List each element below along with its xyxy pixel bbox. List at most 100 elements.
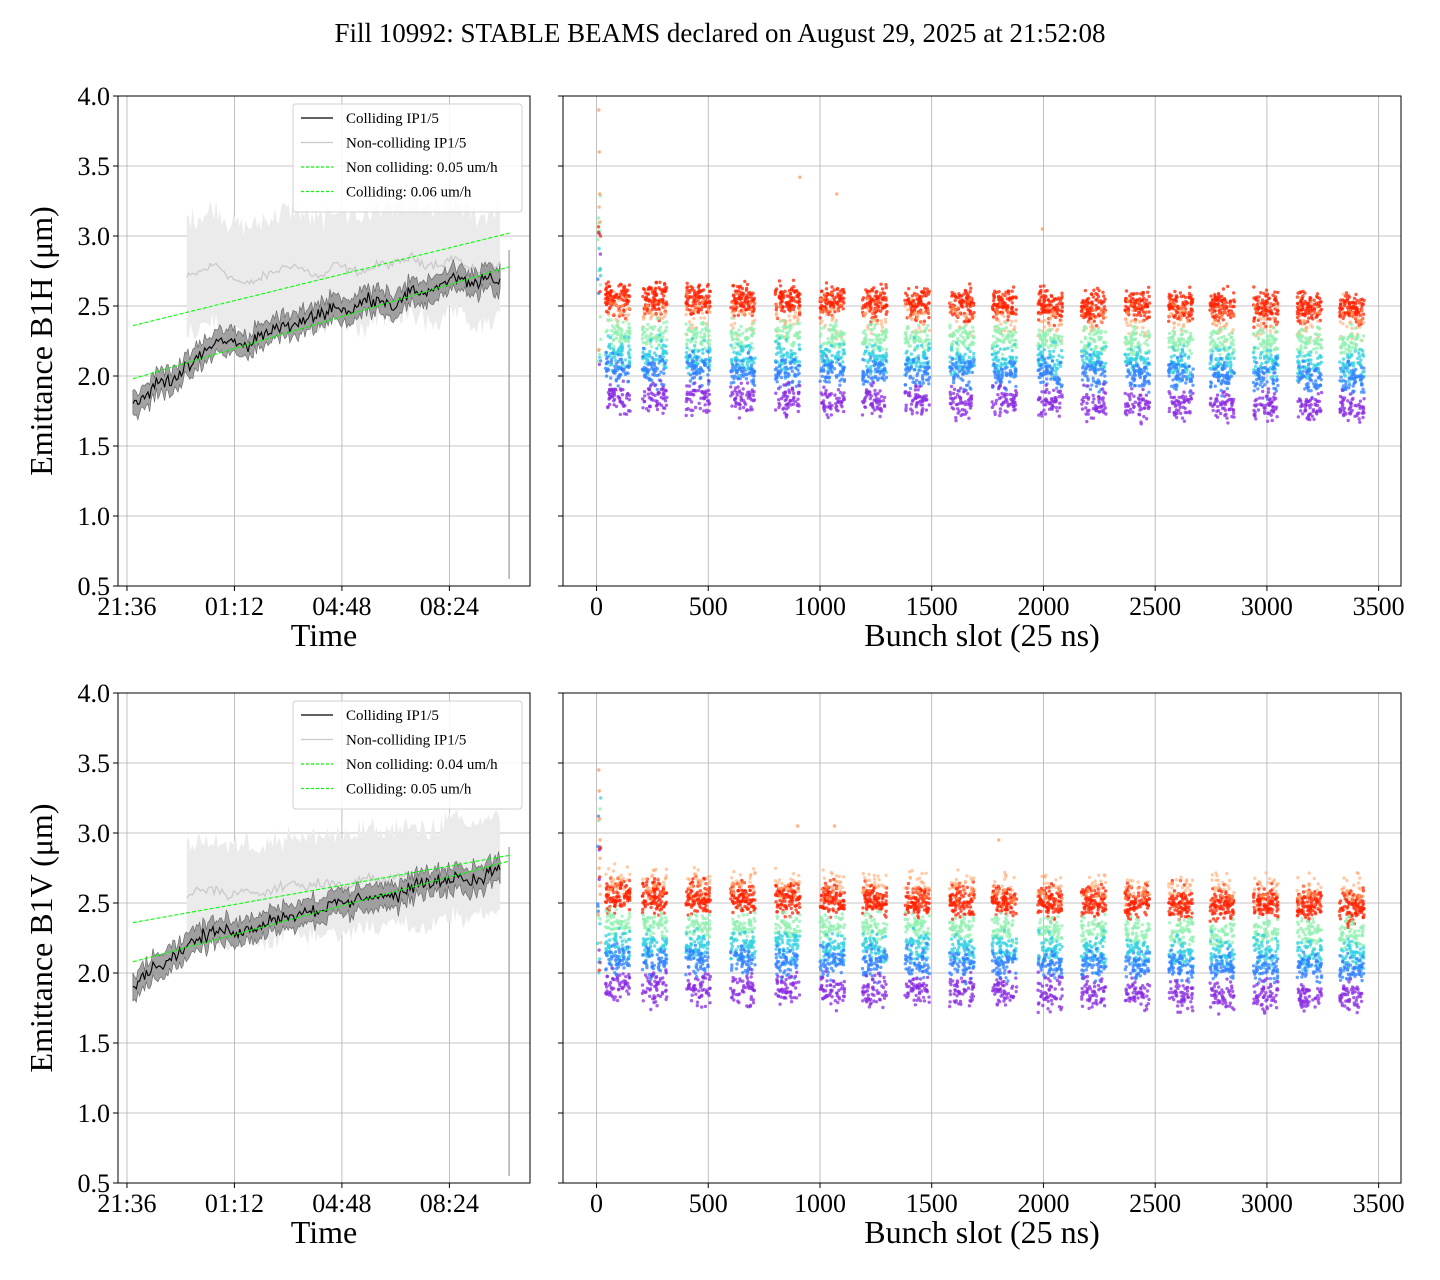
scatter-point: [1058, 322, 1062, 326]
scatter-point: [1002, 386, 1007, 390]
scatter-point: [647, 334, 652, 339]
scatter-point: [1042, 305, 1047, 309]
scatter-point: [1147, 350, 1151, 354]
scatter-point: [785, 351, 789, 355]
scatter-point: [660, 357, 665, 362]
scatter-point: [1043, 333, 1047, 338]
scatter-point: [622, 308, 626, 312]
scatter-point: [698, 296, 702, 300]
scatter-point: [860, 413, 865, 417]
scatter-point: [1147, 285, 1151, 289]
scatter-point: [1060, 355, 1064, 359]
scatter-point: [774, 328, 778, 332]
scatter-point: [786, 355, 790, 359]
scatter-point: [1129, 319, 1133, 324]
scatter-point: [1059, 361, 1063, 365]
scatter-point: [833, 310, 837, 314]
scatter-point: [654, 300, 659, 304]
scatter-point: [960, 367, 964, 372]
scatter-point: [952, 333, 956, 337]
scatter-point: [1136, 340, 1141, 345]
scatter-point: [1082, 383, 1086, 387]
scatter-point: [1129, 356, 1134, 361]
scatter-point: [657, 343, 662, 348]
scatter-point: [1167, 406, 1172, 411]
scatter-point: [948, 310, 952, 315]
scatter-point: [627, 283, 632, 287]
scatter-point: [1125, 298, 1130, 302]
scatter-point: [925, 333, 929, 338]
scatter-point: [922, 294, 927, 298]
scatter-point: [1145, 399, 1150, 404]
scatter-point: [1173, 348, 1177, 352]
scatter-point: [884, 335, 888, 339]
scatter-point: [1039, 380, 1043, 385]
scatter-point: [645, 304, 650, 308]
scatter-point: [994, 401, 998, 406]
scatter-point: [1177, 322, 1181, 327]
scatter-point: [919, 343, 924, 348]
scatter-point: [650, 299, 654, 303]
scatter-point: [661, 321, 666, 325]
scatter-point: [731, 300, 735, 305]
scatter-point: [963, 389, 967, 393]
scatter-point: [1037, 413, 1041, 417]
scatter-point: [623, 372, 628, 377]
scatter-point: [918, 381, 922, 385]
y-tick-label: 1.0: [78, 502, 111, 531]
scatter-point: [971, 336, 976, 340]
scatter-point: [608, 336, 612, 340]
scatter-point: [703, 393, 707, 397]
scatter-point: [744, 294, 748, 298]
scatter-point: [916, 388, 920, 392]
scatter-point: [921, 381, 926, 385]
scatter-point: [655, 335, 660, 339]
scatter-point: [873, 388, 877, 393]
scatter-point: [621, 379, 625, 383]
scatter-point: [903, 391, 907, 395]
scatter-point: [1055, 409, 1059, 413]
scatter-point: [1103, 374, 1107, 378]
scatter-point: [1170, 305, 1174, 310]
scatter-point: [1172, 411, 1176, 415]
scatter-point: [1142, 379, 1147, 384]
scatter-point: [997, 290, 1001, 294]
scatter-point: [1008, 360, 1012, 364]
scatter-point: [926, 308, 930, 313]
scatter-point: [968, 349, 972, 354]
scatter-point: [1137, 412, 1141, 416]
scatter-point: [1043, 330, 1047, 335]
scatter-point: [1135, 351, 1139, 355]
scatter-point: [734, 359, 738, 363]
scatter-point: [879, 304, 884, 308]
scatter-point: [1047, 391, 1051, 395]
scatter-point: [1080, 378, 1085, 382]
scatter-point: [793, 351, 797, 356]
scatter-point: [735, 393, 739, 397]
legend-box: [292, 103, 523, 213]
scatter-point: [1174, 376, 1178, 381]
scatter-point: [1214, 323, 1219, 328]
scatter-point: [958, 357, 962, 362]
scatter-point: [956, 375, 960, 379]
scatter-point: [604, 361, 609, 365]
scatter-point: [1139, 384, 1144, 388]
scatter-point: [909, 407, 913, 411]
scatter-point: [1143, 366, 1147, 370]
scatter-point: [622, 335, 627, 339]
scatter-point: [1167, 374, 1171, 378]
scatter-point: [921, 361, 926, 365]
scatter-point: [1178, 291, 1183, 295]
scatter-point: [1081, 328, 1086, 333]
scatter-point: [1138, 408, 1142, 412]
scatter-point: [1188, 348, 1192, 353]
scatter-point: [960, 407, 965, 412]
scatter-point: [869, 355, 873, 359]
scatter-point: [1142, 414, 1146, 419]
scatter-point: [787, 304, 791, 308]
scatter-point: [1189, 307, 1194, 312]
scatter-point: [694, 369, 698, 374]
scatter-point: [691, 388, 696, 393]
scatter-point: [1091, 379, 1096, 383]
scatter-point: [730, 311, 734, 315]
